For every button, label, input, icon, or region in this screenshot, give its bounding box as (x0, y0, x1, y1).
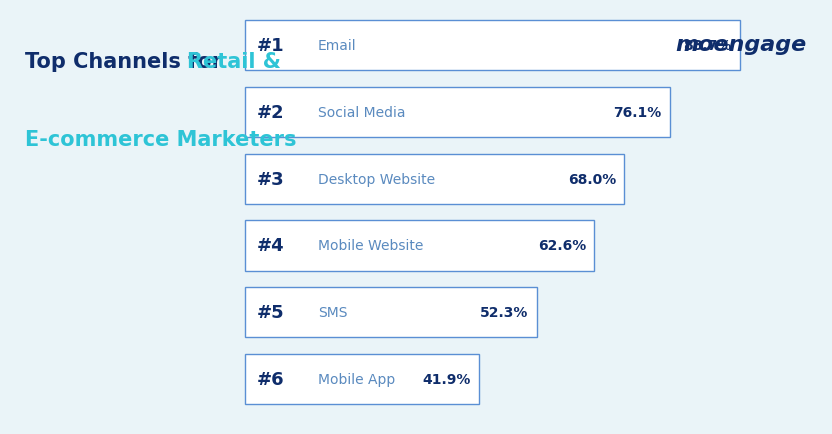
Text: #2: #2 (256, 104, 285, 122)
Text: 68.0%: 68.0% (568, 172, 617, 186)
Text: Email: Email (318, 39, 357, 53)
FancyBboxPatch shape (245, 288, 537, 338)
Text: Mobile App: Mobile App (318, 372, 395, 386)
Text: #4: #4 (256, 237, 285, 255)
FancyBboxPatch shape (245, 155, 625, 204)
Text: 88.7%: 88.7% (683, 39, 731, 53)
Text: 52.3%: 52.3% (480, 306, 528, 319)
Text: Retail &: Retail & (187, 52, 281, 72)
Text: Social Media: Social Media (318, 106, 405, 120)
Text: moengage: moengage (676, 35, 807, 55)
Text: 76.1%: 76.1% (613, 106, 661, 120)
Text: #1: #1 (256, 37, 285, 55)
Text: E-commerce Marketers: E-commerce Marketers (25, 130, 296, 150)
Text: Top Channels for: Top Channels for (25, 52, 229, 72)
Text: #3: #3 (256, 171, 285, 188)
FancyBboxPatch shape (245, 354, 479, 404)
FancyBboxPatch shape (245, 21, 740, 71)
Text: #5: #5 (256, 303, 285, 322)
FancyBboxPatch shape (245, 221, 594, 271)
Text: #6: #6 (256, 370, 285, 388)
Text: Mobile Website: Mobile Website (318, 239, 423, 253)
Text: SMS: SMS (318, 306, 348, 319)
Text: 62.6%: 62.6% (537, 239, 586, 253)
Text: 41.9%: 41.9% (423, 372, 471, 386)
FancyBboxPatch shape (245, 88, 670, 138)
Text: Desktop Website: Desktop Website (318, 172, 435, 186)
